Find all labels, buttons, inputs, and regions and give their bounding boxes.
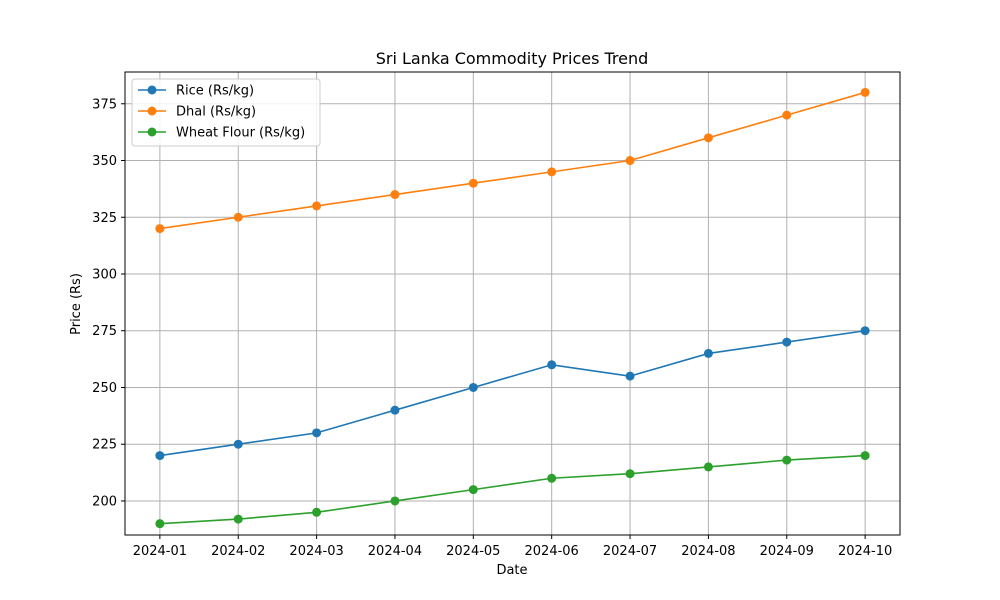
chart-title: Sri Lanka Commodity Prices Trend — [376, 49, 649, 68]
data-point — [782, 337, 792, 347]
legend-label: Wheat Flour (Rs/kg) — [176, 126, 305, 141]
data-point — [233, 514, 243, 524]
data-point — [782, 110, 792, 120]
y-tick-label: 275 — [92, 324, 117, 339]
series-line-1 — [159, 329, 866, 457]
data-point — [155, 224, 165, 234]
data-point — [547, 473, 557, 483]
data-point — [390, 405, 400, 415]
y-tick-label: 325 — [92, 211, 117, 226]
y-tick-label: 300 — [92, 267, 117, 282]
series-markers — [155, 87, 870, 529]
data-point — [625, 371, 635, 381]
y-axis-label: Price (Rs) — [69, 273, 84, 335]
x-tick-label: 2024-10 — [838, 544, 892, 559]
data-point — [155, 451, 165, 461]
data-point — [312, 428, 322, 438]
data-point — [468, 178, 478, 188]
data-point — [625, 469, 635, 479]
plot-area-frame — [124, 71, 901, 536]
y-tick-label: 225 — [92, 438, 117, 453]
data-point — [703, 462, 713, 472]
data-point — [860, 326, 870, 336]
x-tick-label: 2024-09 — [760, 544, 814, 559]
legend-label: Dhal (Rs/kg) — [176, 105, 256, 120]
x-tick-label: 2024-08 — [681, 544, 735, 559]
data-point — [547, 360, 557, 370]
y-axis-ticks: 200 225 250 275 300 325 350 375 — [92, 97, 125, 509]
data-point — [547, 167, 557, 177]
x-tick-label: 2024-04 — [368, 544, 422, 559]
series-lines — [159, 91, 866, 525]
x-tick-label: 2024-07 — [603, 544, 657, 559]
x-axis-label: Date — [496, 563, 527, 578]
data-point — [703, 133, 713, 143]
data-point — [390, 496, 400, 506]
x-tick-label: 2024-06 — [525, 544, 579, 559]
x-tick-label: 2024-03 — [289, 544, 343, 559]
grid-lines — [125, 72, 900, 535]
data-point — [233, 439, 243, 449]
data-point — [468, 382, 478, 392]
x-tick-label: 2024-02 — [211, 544, 265, 559]
data-point — [312, 201, 322, 211]
y-tick-label: 250 — [92, 381, 117, 396]
data-point — [860, 87, 870, 97]
legend-swatch-marker — [147, 106, 157, 116]
data-point — [860, 451, 870, 461]
data-point — [155, 519, 165, 529]
data-point — [233, 212, 243, 222]
data-point — [625, 156, 635, 166]
data-point — [782, 455, 792, 465]
x-tick-label: 2024-01 — [133, 544, 187, 559]
y-tick-label: 375 — [92, 97, 117, 112]
data-point — [390, 190, 400, 200]
legend-swatch-marker — [147, 127, 157, 137]
x-tick-label: 2024-05 — [446, 544, 500, 559]
x-axis-ticks: 2024-01 2024-02 2024-03 2024-04 2024-05 2024-… — [133, 535, 892, 559]
legend: Rice (Rs/kg) Dhal (Rs/kg) Wheat Flour (Rs/… — [131, 78, 321, 147]
series-line-2 — [159, 91, 866, 230]
y-tick-label: 200 — [92, 494, 117, 509]
legend-swatch-marker — [147, 85, 157, 95]
data-point — [703, 348, 713, 358]
series-line-3 — [159, 454, 866, 525]
legend-box — [131, 78, 321, 147]
legend-label: Rice (Rs/kg) — [176, 84, 254, 99]
y-tick-label: 350 — [92, 154, 117, 169]
data-point — [468, 485, 478, 495]
data-point — [312, 507, 322, 517]
